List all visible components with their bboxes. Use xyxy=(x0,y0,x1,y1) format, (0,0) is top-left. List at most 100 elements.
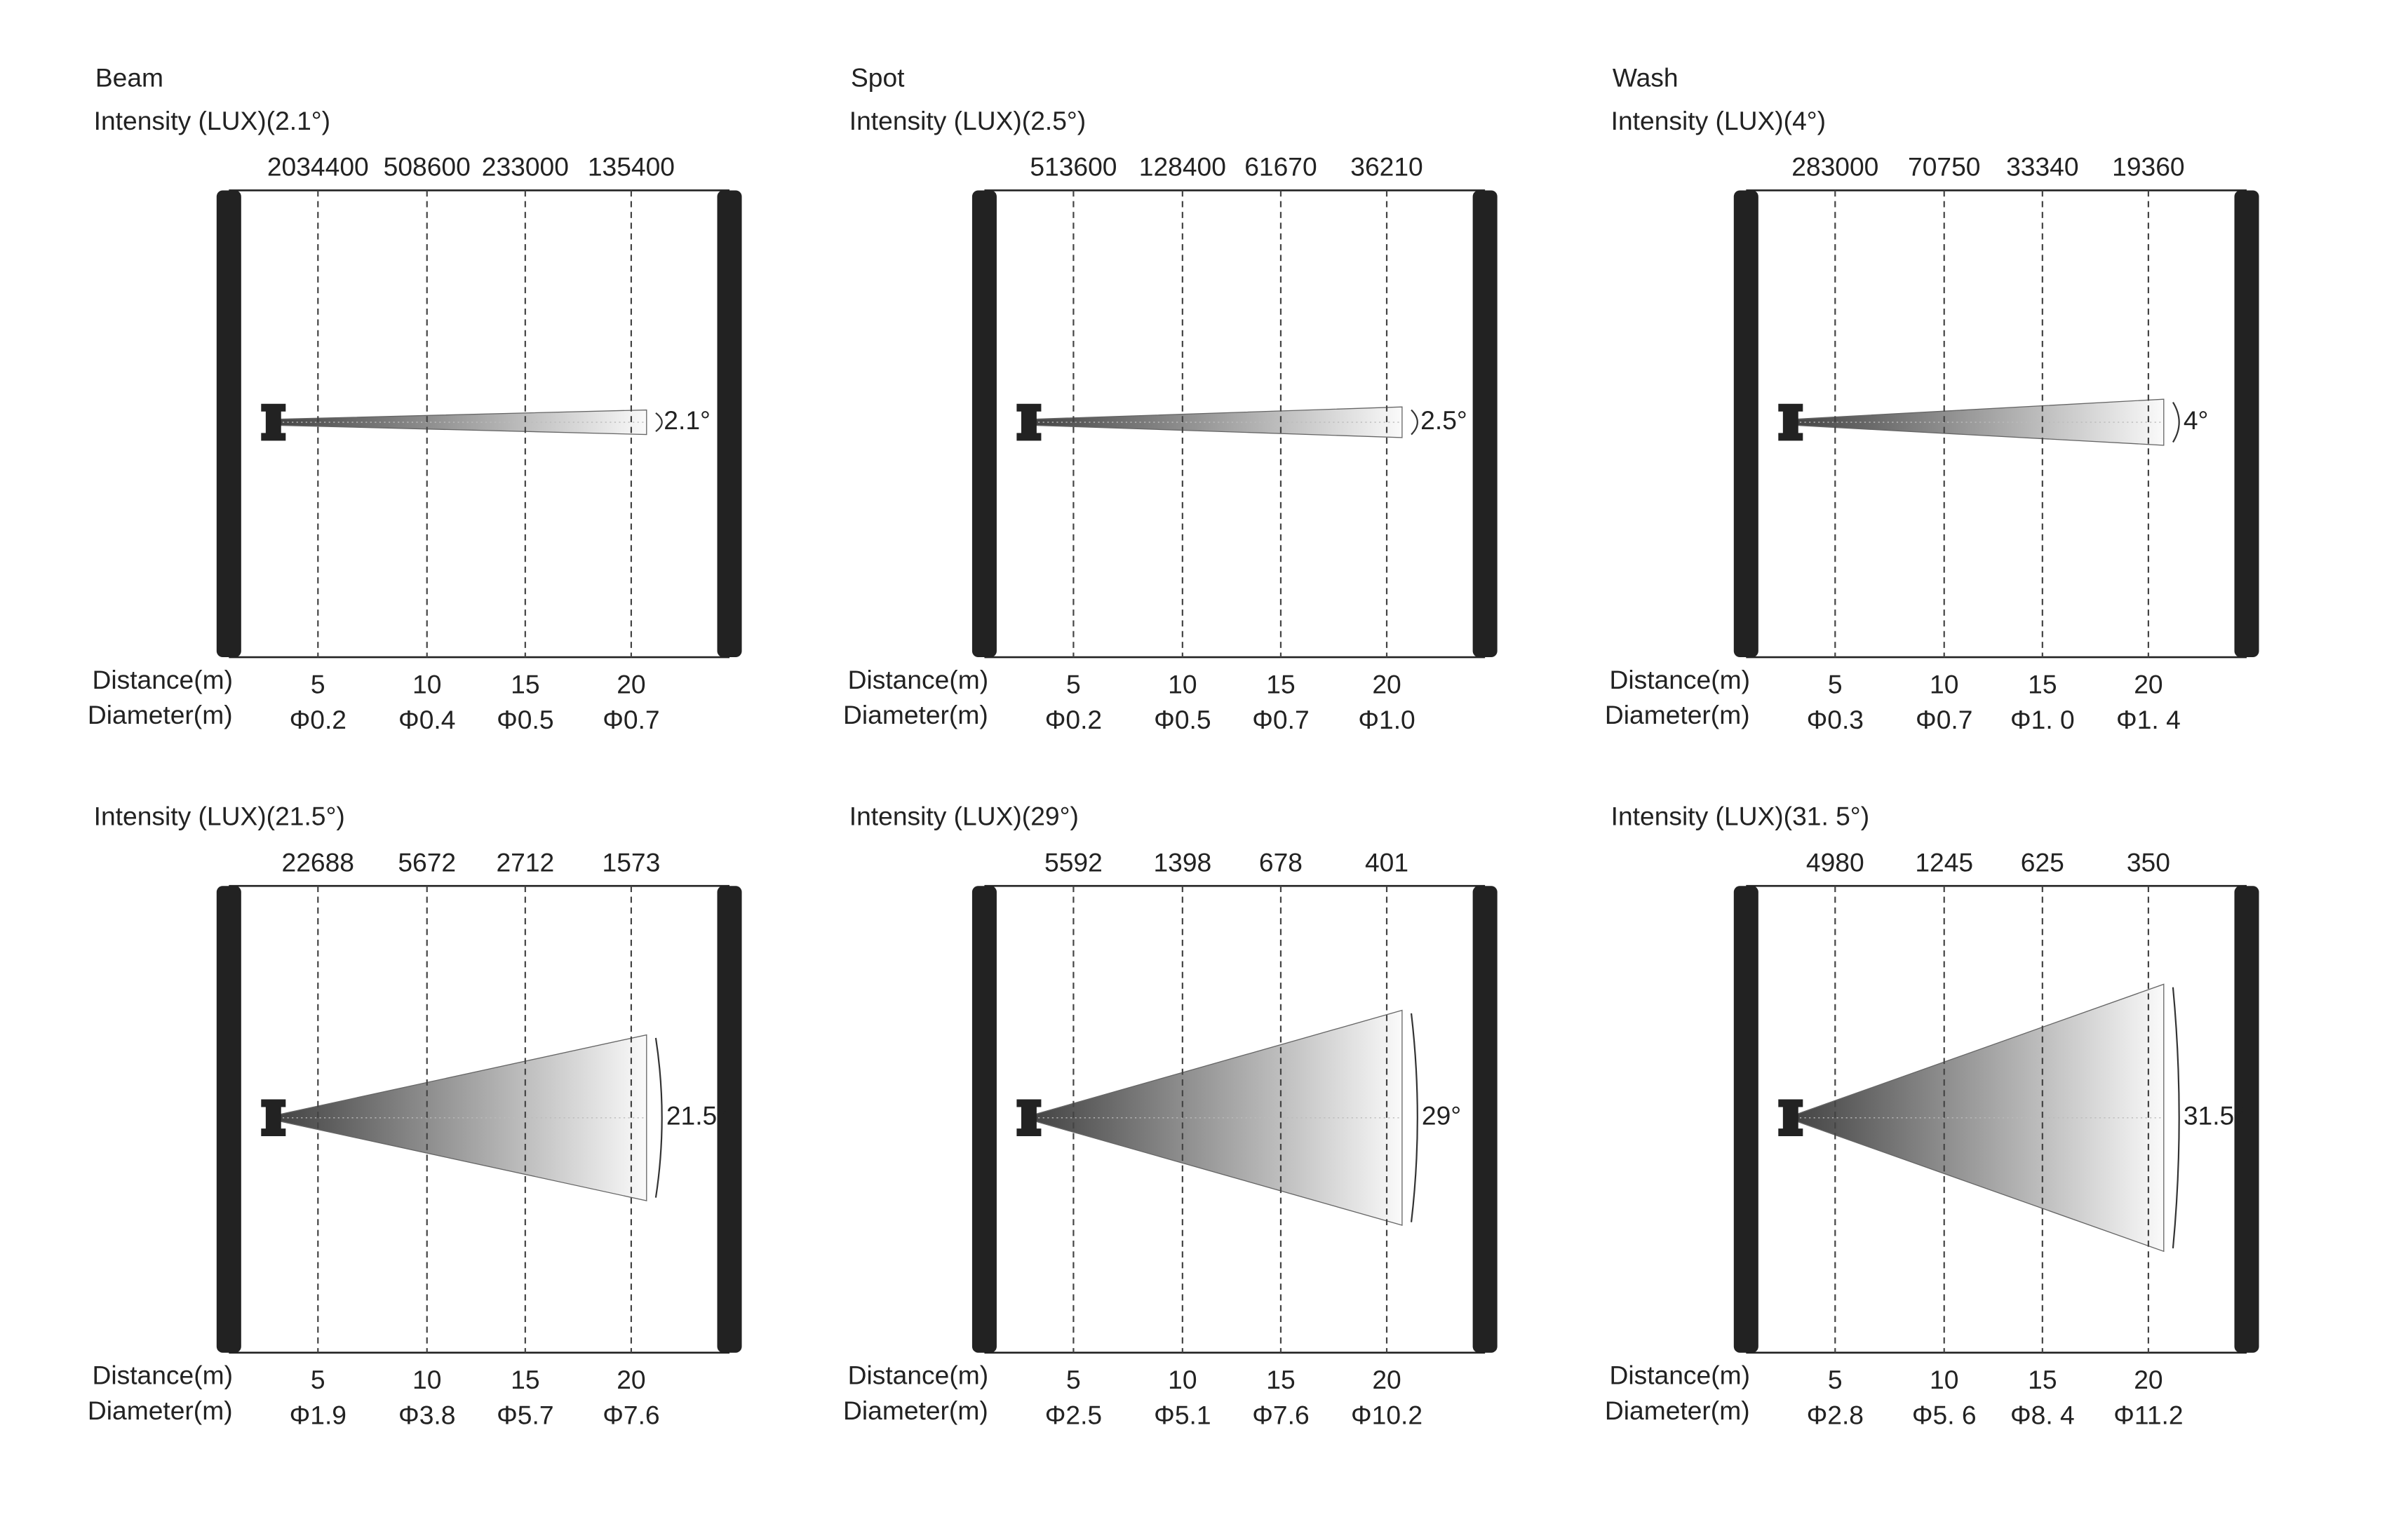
wall xyxy=(216,886,241,1353)
intensity-value: 401 xyxy=(1365,847,1408,877)
beam-angle: 21.5° xyxy=(666,1101,727,1131)
intensity-label: Intensity (LUX)(29°) xyxy=(849,802,1079,831)
intensity-value: 508600 xyxy=(384,152,471,182)
intensity-label: Intensity (LUX)(4°) xyxy=(1611,106,1826,135)
diameter-value: Φ1. 0 xyxy=(2010,705,2075,734)
wall xyxy=(717,190,742,658)
distance-value: 10 xyxy=(1930,1365,1958,1394)
distance-value: 20 xyxy=(617,669,645,699)
diameter-value: Φ7.6 xyxy=(1252,1401,1309,1430)
intensity-value: 1573 xyxy=(603,847,661,877)
intensity-value: 1398 xyxy=(1153,847,1211,877)
wall xyxy=(1733,190,1758,658)
wall xyxy=(1472,190,1498,658)
diameter-value: Φ3.8 xyxy=(398,1401,455,1430)
diameter-value: Φ2.8 xyxy=(1807,1401,1864,1430)
fixture xyxy=(1778,403,1803,441)
intensity-label: Intensity (LUX)(2.1°) xyxy=(94,106,330,135)
distance-value: 5 xyxy=(1828,1365,1843,1394)
diameter-label: Diameter(m) xyxy=(843,1396,988,1425)
intensity-value: 36210 xyxy=(1350,152,1422,182)
distance-value: 5 xyxy=(311,1365,325,1394)
angle-arc xyxy=(1411,409,1418,436)
panel-title: Wash xyxy=(1613,63,1679,93)
distance-value: 20 xyxy=(617,1365,645,1394)
intensity-value: 19360 xyxy=(2112,152,2184,182)
diameter-value: Φ10.2 xyxy=(1351,1401,1422,1430)
diameter-label: Diameter(m) xyxy=(1605,700,1750,729)
diameter-value: Φ1. 4 xyxy=(2116,705,2181,734)
distance-value: 15 xyxy=(1266,1365,1295,1394)
diameter-value: Φ0.2 xyxy=(290,705,347,734)
diameter-label: Diameter(m) xyxy=(88,1396,233,1425)
intensity-value: 2034400 xyxy=(267,152,369,182)
diameter-value: Φ0.4 xyxy=(398,705,455,734)
beam-angle: 29° xyxy=(1422,1101,1461,1131)
distance-value: 5 xyxy=(1066,1365,1081,1394)
diameter-value: Φ0.7 xyxy=(603,705,659,734)
diameter-value: Φ7.6 xyxy=(603,1401,659,1430)
fixture xyxy=(1778,1099,1803,1137)
intensity-value: 22688 xyxy=(282,847,354,877)
distance-value: 10 xyxy=(1168,669,1197,699)
intensity-value: 678 xyxy=(1259,847,1303,877)
diameter-value: Φ0.3 xyxy=(1807,705,1864,734)
wall xyxy=(1472,886,1498,1353)
diameter-label: Diameter(m) xyxy=(1605,1396,1750,1425)
distance-value: 5 xyxy=(1066,669,1081,699)
distance-label: Distance(m) xyxy=(1609,665,1750,694)
distance-value: 20 xyxy=(2134,1365,2163,1394)
diameter-value: Φ0.2 xyxy=(1045,705,1102,734)
intensity-value: 4980 xyxy=(1806,847,1864,877)
diameter-value: Φ8. 4 xyxy=(2010,1401,2075,1430)
intensity-value: 283000 xyxy=(1791,152,1878,182)
intensity-value: 61670 xyxy=(1244,152,1317,182)
wall xyxy=(717,886,742,1353)
intensity-value: 513600 xyxy=(1030,152,1117,182)
intensity-value: 625 xyxy=(2021,847,2064,877)
diameter-value: Φ5. 6 xyxy=(1912,1401,1977,1430)
distance-label: Distance(m) xyxy=(848,665,989,694)
distance-value: 5 xyxy=(1828,669,1843,699)
intensity-label: Intensity (LUX)(21.5°) xyxy=(94,802,345,831)
diameter-label: Diameter(m) xyxy=(88,700,233,729)
wall xyxy=(2234,886,2259,1353)
beam-angle: 4° xyxy=(2184,405,2209,435)
angle-arc xyxy=(2172,987,2180,1248)
wall xyxy=(971,886,997,1353)
distance-value: 15 xyxy=(511,1365,539,1394)
distance-label: Distance(m) xyxy=(92,1361,233,1390)
intensity-label: Intensity (LUX)(2.5°) xyxy=(849,106,1086,135)
intensity-value: 33340 xyxy=(2006,152,2078,182)
distance-value: 20 xyxy=(2134,669,2163,699)
beam-angle: 31.5° xyxy=(2184,1101,2245,1131)
distance-label: Distance(m) xyxy=(848,1361,989,1390)
distance-value: 15 xyxy=(2028,669,2057,699)
intensity-value: 135400 xyxy=(588,152,675,182)
intensity-value: 128400 xyxy=(1139,152,1226,182)
diameter-value: Φ0.7 xyxy=(1916,705,1972,734)
distance-label: Distance(m) xyxy=(92,665,233,694)
intensity-label: Intensity (LUX)(31. 5°) xyxy=(1611,802,1869,831)
distance-value: 10 xyxy=(412,669,441,699)
wall xyxy=(971,190,997,658)
distance-value: 5 xyxy=(311,669,325,699)
diameter-value: Φ1.0 xyxy=(1358,705,1415,734)
intensity-value: 5672 xyxy=(398,847,456,877)
distance-value: 10 xyxy=(412,1365,441,1394)
intensity-value: 233000 xyxy=(482,152,569,182)
intensity-value: 1245 xyxy=(1915,847,1973,877)
distance-value: 10 xyxy=(1930,669,1958,699)
distance-value: 15 xyxy=(2028,1365,2057,1394)
wall xyxy=(2234,190,2259,658)
diameter-value: Φ0.7 xyxy=(1252,705,1309,734)
fixture xyxy=(261,1099,286,1137)
diameter-value: Φ0.5 xyxy=(1154,705,1211,734)
distance-value: 10 xyxy=(1168,1365,1197,1394)
diameter-value: Φ1.9 xyxy=(290,1401,347,1430)
angle-arc xyxy=(1410,1013,1418,1222)
fixture xyxy=(1016,403,1042,441)
intensity-value: 5592 xyxy=(1044,847,1103,877)
